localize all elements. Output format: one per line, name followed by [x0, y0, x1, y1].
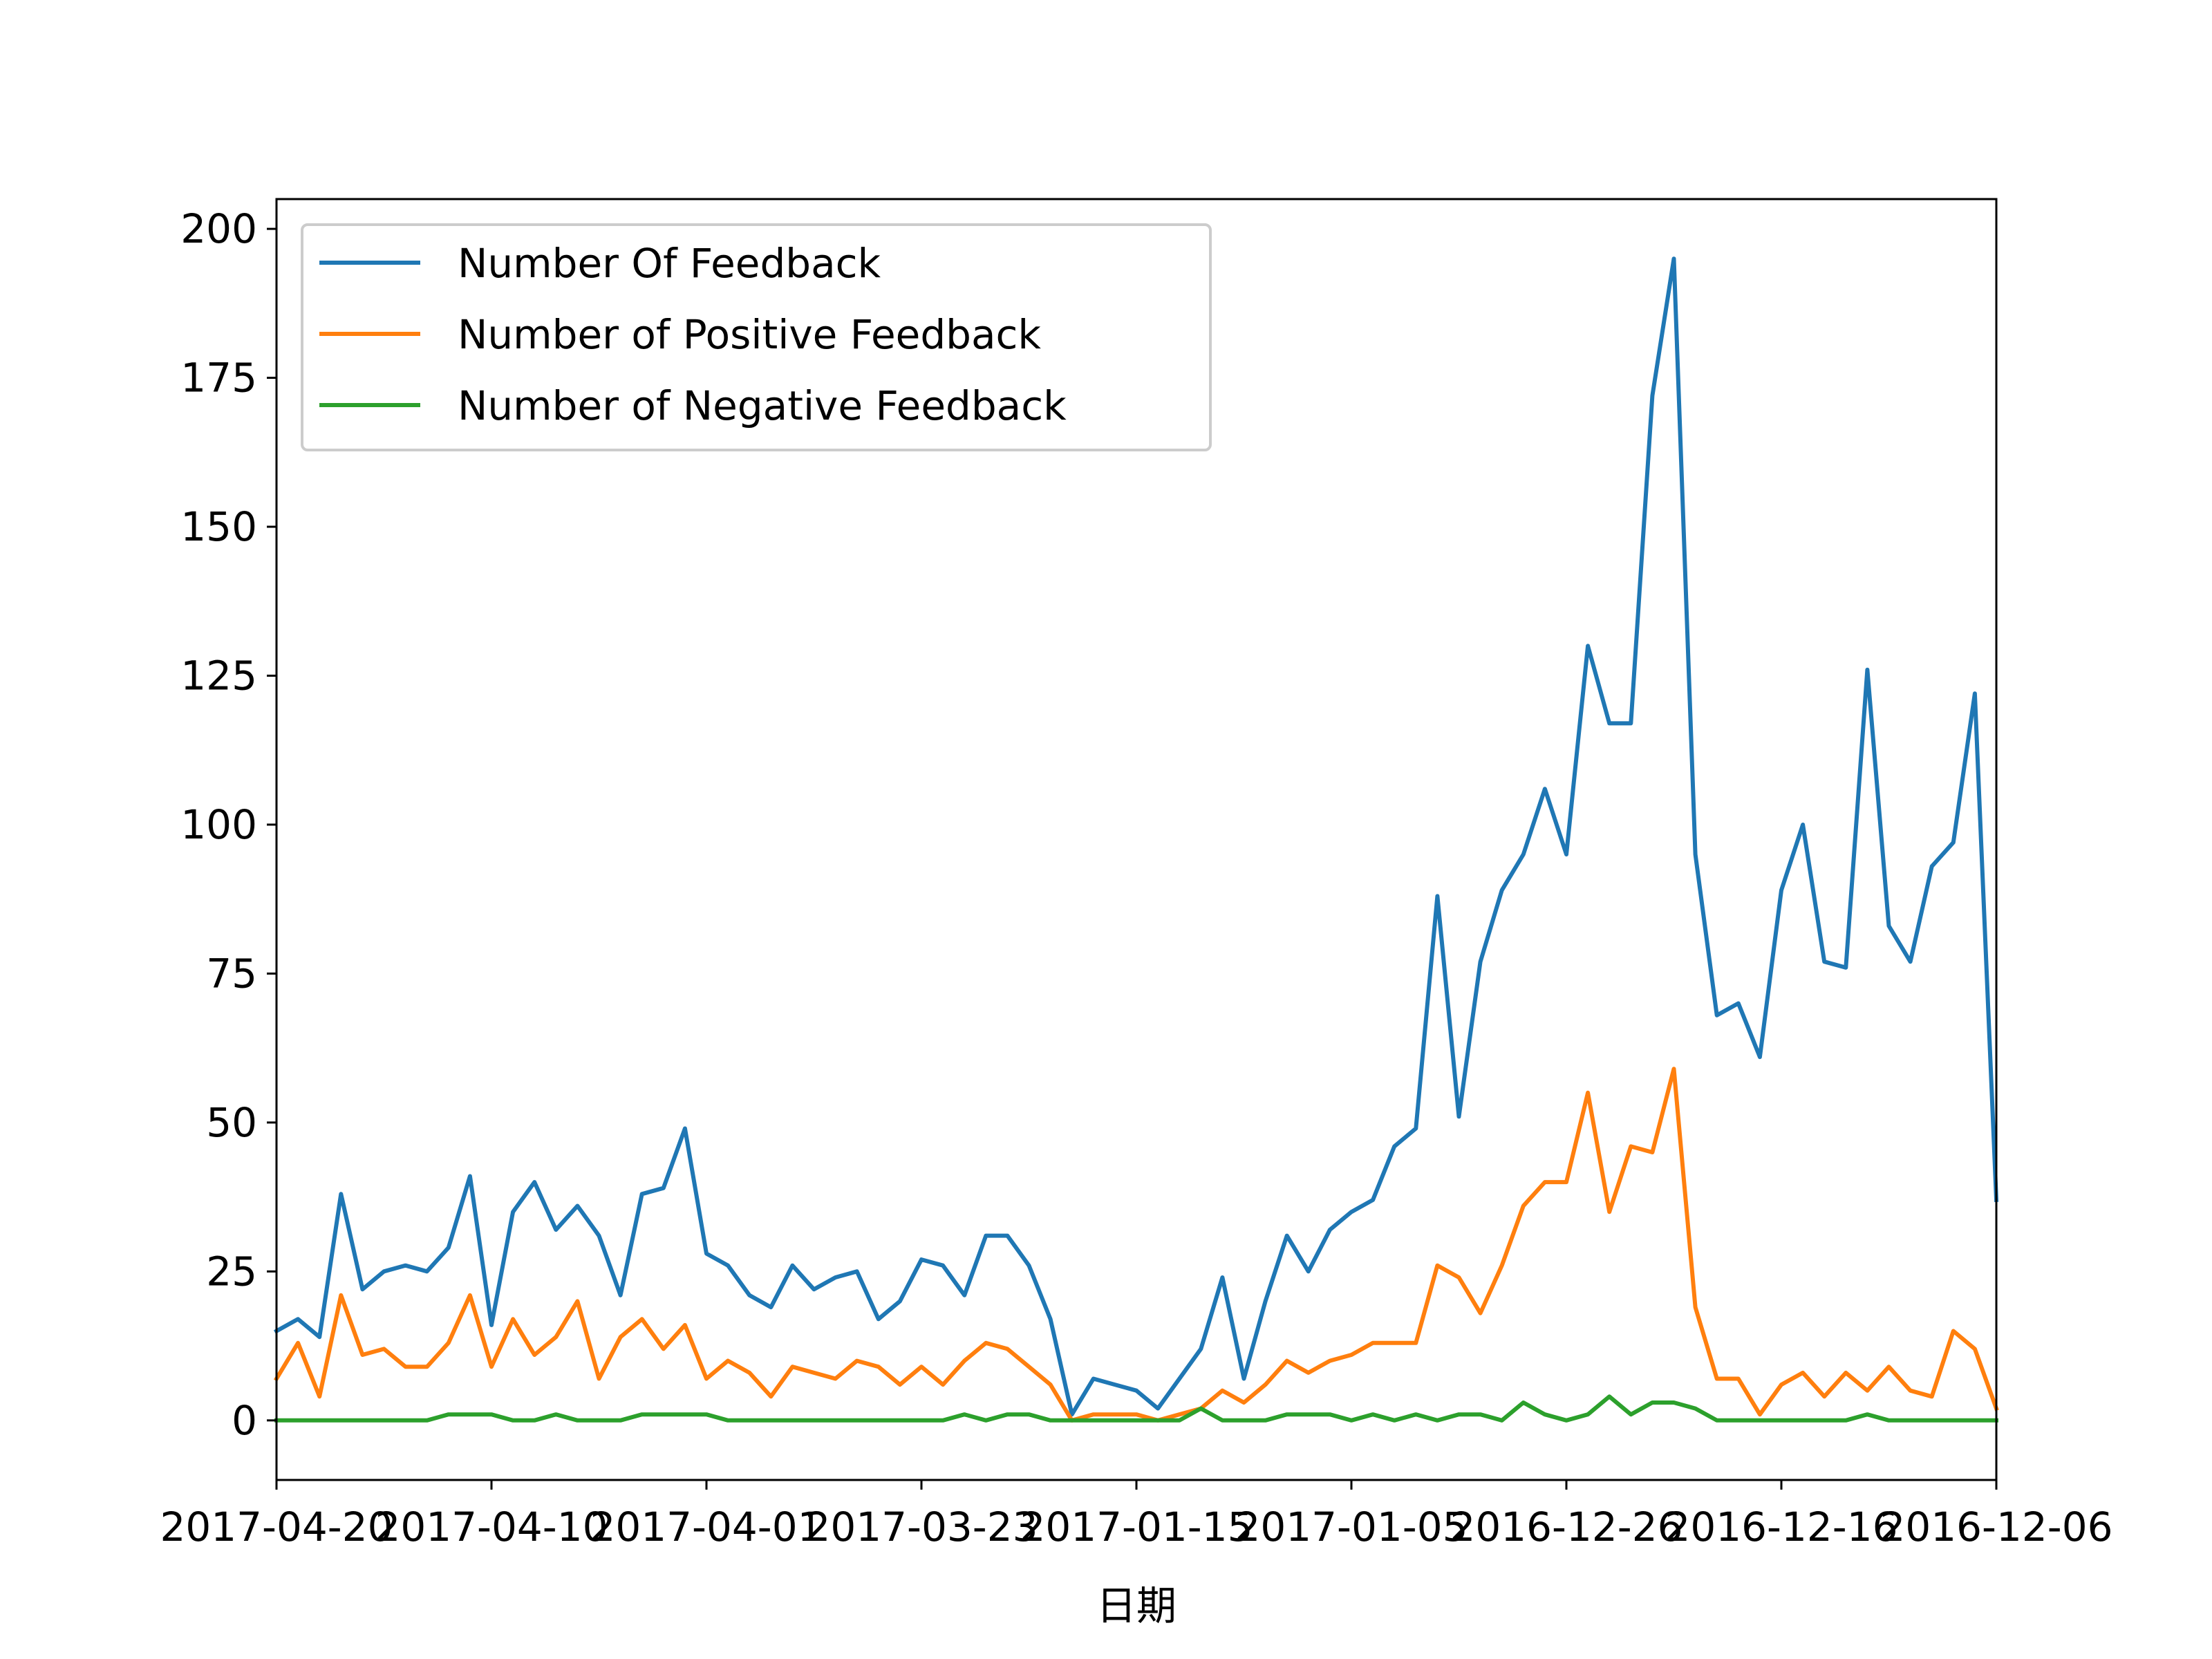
- x-tick-label: 2017-04-10: [375, 1503, 608, 1550]
- y-tick-label: 50: [206, 1099, 257, 1146]
- x-axis: 2017-04-202017-04-102017-04-012017-03-23…: [160, 1480, 2113, 1550]
- y-tick-label: 100: [180, 801, 257, 848]
- x-tick-label: 2016-12-16: [1665, 1503, 1897, 1550]
- x-tick-label: 2017-01-15: [1020, 1503, 1253, 1550]
- x-tick-label: 2017-03-23: [805, 1503, 1038, 1550]
- legend-label-2: Number of Positive Feedback: [458, 311, 1041, 358]
- y-tick-label: 175: [180, 355, 257, 402]
- legend-box: [301, 223, 1212, 451]
- x-tick-label: 2016-12-06: [1880, 1503, 2112, 1550]
- x-tick-label: 2017-04-20: [160, 1503, 393, 1550]
- y-tick-label: 25: [206, 1248, 257, 1295]
- y-tick-label: 125: [180, 652, 257, 699]
- x-tick-label: 2017-01-05: [1235, 1503, 1468, 1550]
- y-tick-label: 200: [180, 205, 257, 252]
- series-line-2: [273, 1067, 1999, 1423]
- legend: Number Of Feedback Number of Positive Fee…: [301, 223, 1212, 451]
- x-tick-label: 2017-04-01: [590, 1503, 823, 1550]
- y-tick-label: 150: [180, 503, 257, 550]
- y-axis: 0 25 50 75 100 125 150 175 200: [180, 205, 276, 1444]
- series-group: [273, 256, 1999, 1423]
- x-tick-label: 2016-12-26: [1450, 1503, 1683, 1550]
- series-line-1: [273, 256, 1999, 1417]
- y-tick-label: 75: [206, 950, 257, 997]
- legend-label-3: Number of Negative Feedback: [458, 382, 1067, 429]
- legend-label-1: Number Of Feedback: [458, 240, 881, 287]
- series-line-3: [274, 1394, 1998, 1423]
- y-tick-label: 0: [232, 1397, 257, 1444]
- x-axis-label: 日期: [1096, 1582, 1177, 1629]
